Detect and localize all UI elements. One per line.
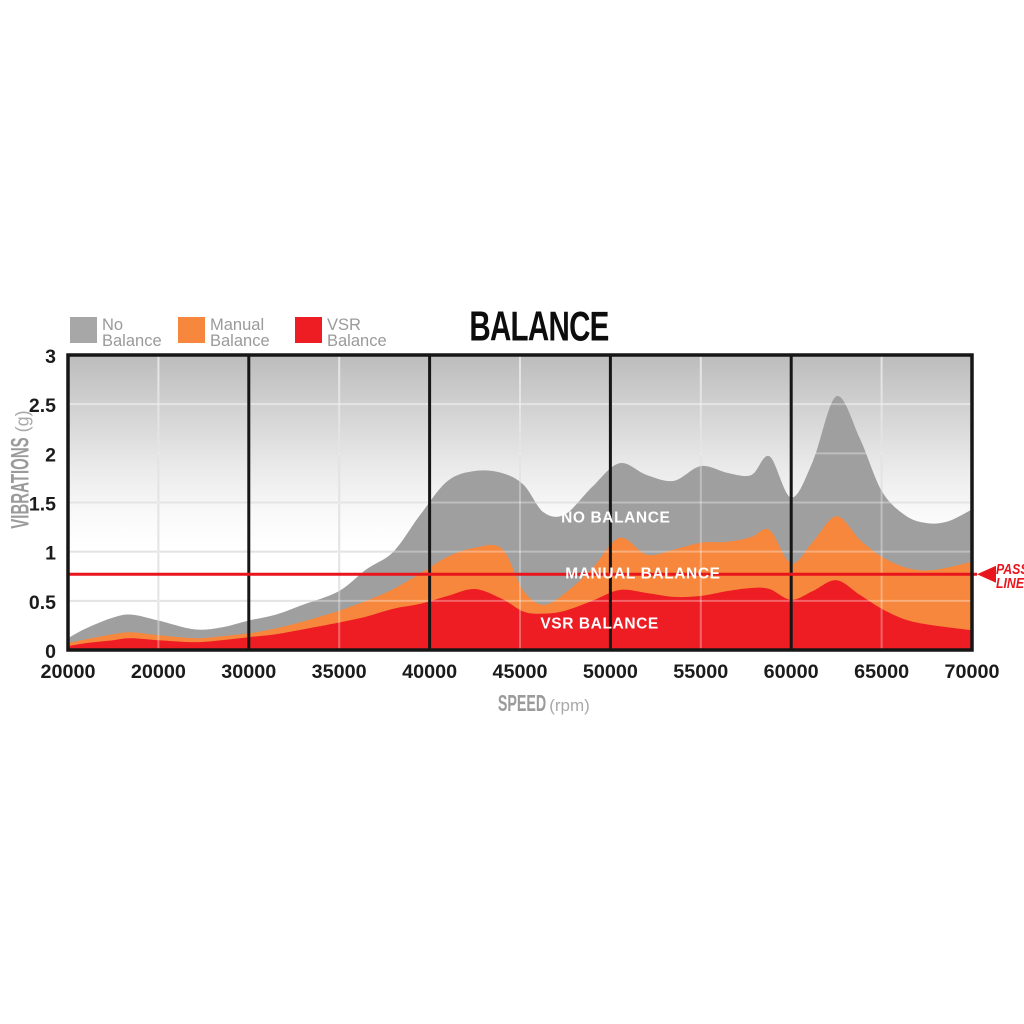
y-tick-label: 1.5 xyxy=(29,494,56,516)
x-tick-label: 55000 xyxy=(673,661,728,683)
legend-swatch-no-balance xyxy=(70,317,97,343)
legend-label-no-balance: No Balance xyxy=(102,316,162,350)
legend-label-vsr-balance: VSR Balance xyxy=(327,316,387,350)
chart-title-text: BALANCE xyxy=(469,302,609,350)
y-tick-label: 0 xyxy=(45,641,56,663)
x-axis-unit: (rpm) xyxy=(549,696,590,715)
legend-label-line: No xyxy=(102,316,124,334)
legend-label-line: VSR xyxy=(327,316,361,334)
y-tick-label: 2.5 xyxy=(29,395,56,417)
legend-label-manual-balance: Manual Balance xyxy=(210,316,270,350)
x-axis-title-text: SPEED xyxy=(497,690,547,716)
legend-item-vsr-balance: VSR Balance xyxy=(295,317,387,349)
y-axis-title-text: VIBRATIONS xyxy=(6,437,35,529)
area-vsr-balance xyxy=(68,580,972,650)
x-tick-label: 20000 xyxy=(41,661,96,683)
y-axis-title: VIBRATIONS (g) xyxy=(7,410,36,589)
x-tick-label: 40000 xyxy=(402,661,457,683)
legend-label-line: Manual xyxy=(210,316,265,334)
chart-title: BALANCE xyxy=(442,303,635,350)
x-tick-label: 20000 xyxy=(131,661,186,683)
legend-swatch-vsr-balance xyxy=(295,317,322,343)
pass-line-label: PASS LINE xyxy=(996,561,1024,592)
y-tick-label: 3 xyxy=(45,346,56,368)
x-tick-label: 35000 xyxy=(312,661,367,683)
plot-border xyxy=(66,353,974,652)
legend-label-line: Balance xyxy=(210,332,270,350)
legend-label-line: Balance xyxy=(102,332,162,350)
series-label-vsr-balance: VSR BALANCE xyxy=(540,616,659,633)
x-tick-label: 65000 xyxy=(854,661,909,683)
y-tick-label: 1 xyxy=(45,543,56,565)
x-tick-label: 30000 xyxy=(221,661,276,683)
y-tick-label: 0.5 xyxy=(29,592,56,614)
pass-line-label-line1: PASS xyxy=(996,561,1024,578)
series-label-no-balance: NO BALANCE xyxy=(561,509,670,526)
y-tick-label: 2 xyxy=(45,444,56,466)
pass-line-arrow-icon xyxy=(977,565,996,583)
x-axis-title: SPEED (rpm) xyxy=(468,690,590,717)
y-axis-unit: (g) xyxy=(12,410,33,433)
series-label-manual-balance: MANUAL BALANCE xyxy=(565,565,720,582)
x-tick-label: 60000 xyxy=(764,661,819,683)
legend-item-manual-balance: Manual Balance xyxy=(178,317,270,349)
legend-item-no-balance: No Balance xyxy=(70,317,162,349)
x-tick-label: 50000 xyxy=(583,661,638,683)
x-tick-label: 45000 xyxy=(493,661,548,683)
legend-swatch-manual-balance xyxy=(178,317,205,343)
pass-line-label-line2: LINE xyxy=(996,574,1024,592)
legend-label-line: Balance xyxy=(327,332,387,350)
x-tick-label: 70000 xyxy=(945,661,1000,683)
